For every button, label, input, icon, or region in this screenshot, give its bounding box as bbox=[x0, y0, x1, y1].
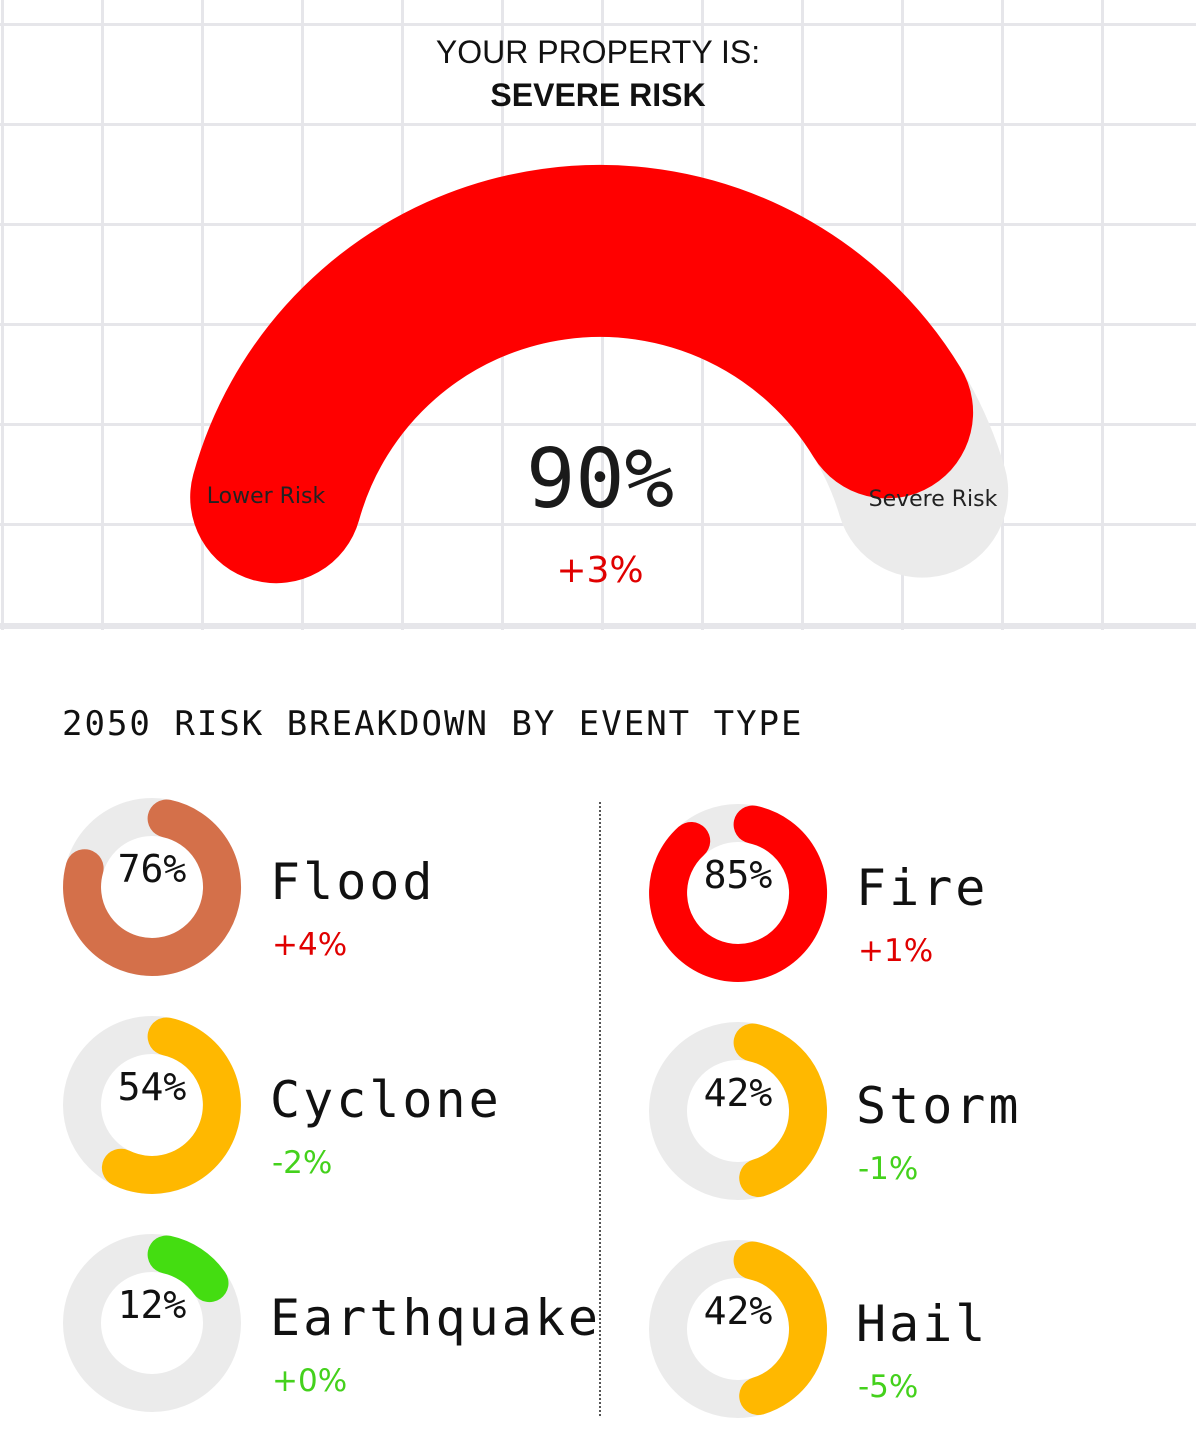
severe-risk-label: Severe Risk bbox=[868, 487, 998, 512]
event-item-flood: 76% Flood +4% bbox=[62, 797, 622, 997]
hail-risk-percent: 42% bbox=[703, 1289, 773, 1333]
storm-change: -1% bbox=[858, 1151, 919, 1187]
earthquake-risk-ring bbox=[63, 1234, 241, 1412]
property-risk-caption: YOUR PROPERTY IS: bbox=[435, 34, 761, 70]
fire-label: Fire bbox=[856, 859, 989, 917]
storm-risk-ring bbox=[649, 1022, 828, 1200]
hail-label: Hail bbox=[856, 1295, 989, 1353]
property-risk-level: SEVERE RISK bbox=[490, 77, 706, 113]
gauge-fill bbox=[190, 164, 974, 584]
flood-change: +4% bbox=[272, 927, 348, 963]
event-item-hail: 42% Hail -5% bbox=[648, 1239, 1196, 1439]
flood-risk-percent: 76% bbox=[117, 847, 187, 891]
flood-label: Flood bbox=[270, 853, 436, 911]
cyclone-risk-percent: 54% bbox=[117, 1065, 187, 1109]
event-item-storm: 42% Storm -1% bbox=[648, 1021, 1196, 1221]
cyclone-label: Cyclone bbox=[270, 1071, 502, 1129]
panel-divider bbox=[0, 626, 1196, 629]
fire-change: +1% bbox=[858, 933, 934, 969]
earthquake-change: +0% bbox=[272, 1363, 348, 1399]
hail-risk-ring bbox=[649, 1240, 828, 1418]
risk-gauge bbox=[190, 164, 1009, 584]
storm-risk-percent: 42% bbox=[703, 1071, 773, 1115]
breakdown-title: 2050 RISK BREAKDOWN BY EVENT TYPE bbox=[62, 704, 804, 744]
risk-summary-panel: YOUR PROPERTY IS: SEVERE RISK Lower Risk… bbox=[0, 0, 1196, 630]
overall-risk-change: +3% bbox=[556, 550, 644, 591]
cyclone-change: -2% bbox=[272, 1145, 333, 1181]
flood-risk-ring bbox=[63, 798, 241, 976]
event-item-earthquake: 12% Earthquake +0% bbox=[62, 1233, 622, 1433]
cyclone-risk-ring bbox=[63, 1016, 241, 1194]
fire-risk-ring bbox=[649, 804, 828, 982]
event-item-cyclone: 54% Cyclone -2% bbox=[62, 1015, 622, 1215]
earthquake-label: Earthquake bbox=[270, 1289, 602, 1347]
lower-risk-label: Lower Risk bbox=[206, 484, 326, 509]
storm-label: Storm bbox=[856, 1077, 1022, 1135]
hail-change: -5% bbox=[858, 1369, 919, 1405]
column-divider bbox=[599, 802, 601, 1416]
event-item-fire: 85% Fire +1% bbox=[648, 803, 1196, 1003]
fire-risk-percent: 85% bbox=[703, 853, 773, 897]
overall-risk-percent: 90% bbox=[525, 432, 675, 527]
earthquake-risk-percent: 12% bbox=[117, 1283, 187, 1327]
